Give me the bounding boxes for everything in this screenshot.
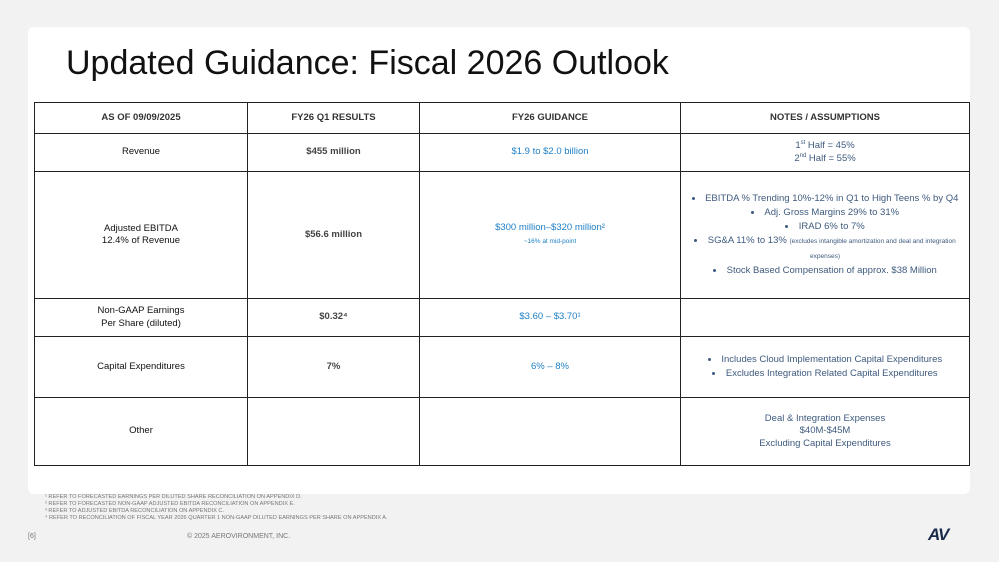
cell-line: Capital Expenditures xyxy=(97,360,185,372)
cell-line: $1.9 to $2.0 billion xyxy=(511,146,589,158)
table-cell: $56.6 million xyxy=(247,171,420,299)
bullet-list: EBITDA % Trending 10%-12% in Q1 to High … xyxy=(685,192,965,278)
table-cell: Revenue xyxy=(34,133,248,172)
table-cell: 6% – 8% xyxy=(419,336,681,398)
small-text: (excludes intangible amortization and de… xyxy=(789,238,956,260)
page-number: [6] xyxy=(28,533,36,540)
table-cell: EBITDA % Trending 10%-12% in Q1 to High … xyxy=(680,171,970,299)
table-cell: Adjusted EBITDA 12.4% of Revenue xyxy=(34,171,248,299)
header-row: AS OF 09/09/2025 FY26 Q1 RESULTS FY26 GUID… xyxy=(34,102,970,134)
footnotes: ¹ REFER TO FORECASTED EARNINGS PER DILUT… xyxy=(45,494,388,522)
bullet-item: Adj. Gross Margins 29% to 31% xyxy=(685,206,965,220)
cell-line: Other xyxy=(129,425,153,437)
slide-title: Updated Guidance: Fiscal 2026 Outlook xyxy=(66,44,669,82)
cell-line: 1st Half = 45% xyxy=(685,140,965,153)
footnote: ² REFER TO FORECASTED NON-GAAP ADJUSTED … xyxy=(45,501,295,507)
table-cell: Other xyxy=(34,397,248,466)
bullet-item: Excludes Integration Related Capital Exp… xyxy=(685,367,965,381)
superscript: st xyxy=(800,140,806,146)
footnote: ³ REFER TO ADJUSTED EBITDA RECONCILIATIO… xyxy=(45,508,225,514)
cell-line: 6% – 8% xyxy=(530,360,570,372)
text-run: 2 xyxy=(794,152,800,164)
cell-line: $300 million–$320 million² xyxy=(495,222,605,233)
text-run: 1 xyxy=(795,140,801,151)
bullet-item: Includes Cloud Implementation Capital Ex… xyxy=(685,353,965,367)
table-cell: Non-GAAP Earnings Per Share (diluted) xyxy=(34,298,248,337)
footnote: ¹ REFER TO FORECASTED EARNINGS PER DILUT… xyxy=(45,494,302,500)
bullet-item: IRAD 6% to 7% xyxy=(685,220,965,234)
cell-line: 7% xyxy=(326,360,341,372)
table-row: Other Deal & Integration Expenses $40M-$45… xyxy=(34,397,970,466)
table-row: Non-GAAP Earnings Per Share (diluted) $0.3… xyxy=(34,298,970,337)
cell-line: $455 million xyxy=(306,146,361,158)
cell-line: Deal & Integration Expenses xyxy=(764,412,886,424)
bullet-item: Stock Based Compensation of approx. $38 … xyxy=(685,264,965,278)
cell-line: Non-GAAP Earnings xyxy=(97,305,185,316)
table-cell: Includes Cloud Implementation Capital Ex… xyxy=(680,336,970,398)
bullet-item: SG&A 11% to 13% (excludes intangible amo… xyxy=(685,234,965,264)
cell-line: $56.6 million xyxy=(304,228,363,240)
table-row: Adjusted EBITDA 12.4% of Revenue $56.6 mil… xyxy=(34,171,970,299)
cell-line: 12.4% of Revenue xyxy=(101,235,181,246)
column-header: FY26 Q1 RESULTS xyxy=(247,102,420,134)
superscript: nd xyxy=(799,152,807,159)
cell-line: Excluding Capital Expenditures xyxy=(759,437,891,449)
cell-line: ~16% at mid-point xyxy=(424,235,676,249)
cell-line: $0.32⁴ xyxy=(319,311,348,323)
table-cell: $0.32⁴ xyxy=(247,298,420,337)
small-text: ~16% at mid-point xyxy=(523,237,577,245)
column-header: FY26 GUIDANCE xyxy=(419,102,681,134)
table-cell: $3.60 – $3.70¹ xyxy=(419,298,681,337)
table-cell: $300 million–$320 million² ~16% at mid-po… xyxy=(419,171,681,299)
column-header: AS OF 09/09/2025 xyxy=(34,102,248,134)
cell-line: Adjusted EBITDA xyxy=(104,222,178,234)
table-cell xyxy=(247,397,420,466)
table-cell: 7% xyxy=(247,336,420,398)
table-cell: $455 million xyxy=(247,133,420,172)
cell-line: $3.60 – $3.70¹ xyxy=(519,311,581,323)
text-run: Half = 55% xyxy=(806,152,856,164)
cell-line: 2nd Half = 55% xyxy=(685,153,965,166)
table-cell: Deal & Integration Expenses $40M-$45M Excl… xyxy=(680,397,970,466)
table-cell: $1.9 to $2.0 billion xyxy=(419,133,681,172)
table-cell: 1st Half = 45% 2nd Half = 55% xyxy=(680,133,970,172)
table-cell xyxy=(419,397,681,466)
text-run: Half = 45% xyxy=(805,140,855,151)
cell-line: $40M-$45M xyxy=(799,425,851,437)
bullet-list: Includes Cloud Implementation Capital Ex… xyxy=(685,353,965,381)
table-cell: Capital Expenditures xyxy=(34,336,248,398)
bullet-item: EBITDA % Trending 10%-12% in Q1 to High … xyxy=(685,192,965,206)
cell-line: Per Share (diluted) xyxy=(101,317,181,329)
text-run: SG&A 11% to 13% xyxy=(707,235,790,246)
footnote: ⁴ REFER TO RECONCILIATION OF FISCAL YEAR… xyxy=(45,515,388,521)
cell-line: Revenue xyxy=(121,146,161,158)
logo: AV xyxy=(928,525,949,544)
copyright: © 2025 AEROVIRONMENT, INC. xyxy=(187,533,291,540)
column-header: NOTES / ASSUMPTIONS xyxy=(680,102,970,134)
table-cell xyxy=(680,298,970,337)
guidance-table: AS OF 09/09/2025 FY26 Q1 RESULTS FY26 GUID… xyxy=(34,102,970,466)
table-row: Capital Expenditures 7% 6% – 8% Includes Cl… xyxy=(34,336,970,398)
table-row: Revenue $455 million $1.9 to $2.0 billion 1… xyxy=(34,133,970,172)
